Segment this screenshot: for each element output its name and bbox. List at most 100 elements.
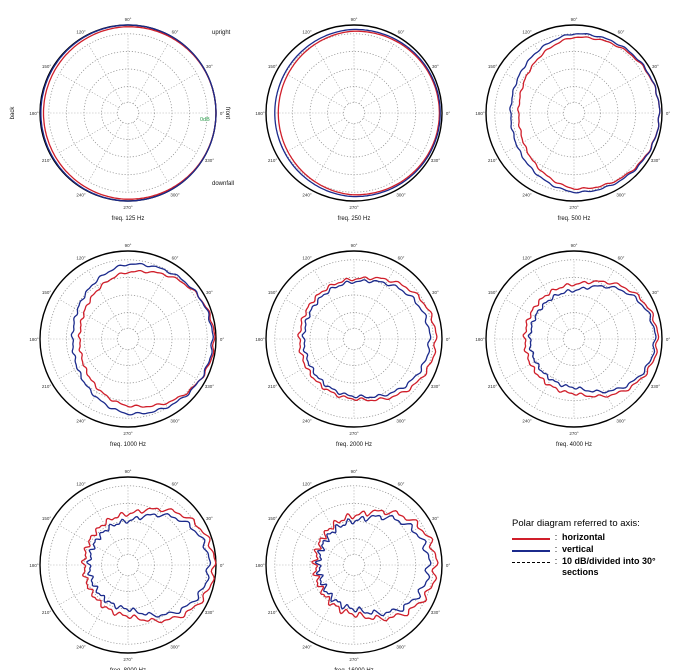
plot-caption: freq. 125 Hz: [112, 216, 145, 222]
grid-spoke: [505, 299, 566, 334]
grid-spoke: [534, 121, 569, 182]
series-vertical: [40, 24, 217, 202]
grid-ring: [494, 259, 654, 419]
first-plot-labels: upright downfall back front 0dB: [10, 30, 234, 187]
angle-label: 0°: [220, 111, 225, 116]
grid-ring: [48, 259, 208, 419]
angle-label: 0°: [220, 563, 225, 568]
grid-spoke: [136, 344, 197, 379]
grid-ring: [48, 485, 208, 645]
angle-label: 90°: [571, 17, 578, 22]
grid-spoke: [362, 344, 423, 379]
angle-label: 330°: [431, 610, 441, 615]
angle-label: 240°: [76, 418, 86, 423]
angle-label: 60°: [398, 30, 405, 35]
angle-label: 270°: [349, 205, 359, 210]
label-downfall: downfall: [212, 181, 234, 187]
grid-spoke: [534, 347, 569, 408]
grid-spoke: [362, 570, 423, 605]
angle-label: 120°: [302, 256, 312, 261]
angle-label: 180°: [255, 111, 265, 116]
grid-spoke: [579, 44, 614, 105]
angle-label: 210°: [268, 384, 278, 389]
grid-ring: [274, 33, 434, 193]
label-back: back: [10, 106, 16, 120]
angle-label: 30°: [652, 290, 659, 295]
outer-ring: [265, 24, 443, 202]
angle-label: 30°: [432, 290, 439, 295]
grid-spoke: [136, 73, 197, 108]
grid-spoke: [133, 573, 168, 634]
angle-label: 210°: [42, 384, 52, 389]
angle-label: 180°: [475, 111, 485, 116]
grid-spoke: [88, 270, 123, 331]
grid-ring: [343, 102, 365, 124]
legend-label-vertical: vertical: [562, 544, 594, 554]
grid-spoke: [136, 525, 197, 560]
angle-label: 150°: [42, 290, 52, 295]
angle-label: 60°: [172, 482, 179, 487]
angle-label: 30°: [432, 64, 439, 69]
grid-spoke: [582, 299, 643, 334]
angle-label: 60°: [398, 482, 405, 487]
angle-label: 60°: [172, 30, 179, 35]
grid-spoke: [359, 44, 394, 105]
outer-ring: [485, 250, 663, 428]
grid-spoke: [579, 347, 614, 408]
legend-swatch-vertical: [512, 550, 550, 552]
grid-ring: [83, 520, 173, 610]
angle-label: 300°: [396, 192, 406, 197]
polar-plot-5: 0° 30° 60° 90° 120° 150° 180° 210° 240° 270° 300° 3…: [475, 243, 670, 448]
grid-spoke: [59, 525, 120, 560]
angle-label: 180°: [255, 337, 265, 342]
series-vertical: [70, 262, 214, 416]
angle-label: 150°: [488, 290, 498, 295]
grid-ring: [292, 277, 416, 401]
angle-label: 120°: [76, 30, 86, 35]
grid-spoke: [59, 344, 120, 379]
grid-ring: [274, 259, 434, 419]
plot-caption: freq. 250 Hz: [338, 216, 371, 222]
outer-ring: [485, 24, 663, 202]
angle-label: 0°: [446, 563, 451, 568]
angle-label: 150°: [268, 516, 278, 521]
grid-ring: [117, 554, 139, 576]
angle-label: 270°: [123, 431, 133, 436]
grid-spoke: [88, 44, 123, 105]
angle-label: 240°: [522, 192, 532, 197]
polar-plot-7: 0° 30° 60° 90° 120° 150° 180° 210° 240° 270° 300° 3…: [255, 469, 450, 670]
angle-label: 240°: [76, 192, 86, 197]
polar-plot-2: 0° 30° 60° 90° 120° 150° 180° 210° 240° 270° 300° 3…: [475, 17, 670, 222]
angle-label: 60°: [618, 30, 625, 35]
angle-label: 150°: [42, 516, 52, 521]
angle-label: 120°: [302, 30, 312, 35]
series-horizontal: [522, 280, 660, 398]
angle-label: 270°: [569, 431, 579, 436]
grid-ring: [327, 538, 381, 592]
label-upright: upright: [212, 30, 231, 36]
outer-ring: [39, 476, 217, 654]
angle-label: 0°: [666, 337, 671, 342]
polar-plot-4: 0° 30° 60° 90° 120° 150° 180° 210° 240° 270° 300° 3…: [255, 243, 450, 448]
legend-swatch-grid: [512, 562, 550, 563]
grid-ring: [309, 68, 399, 158]
grid-spoke: [359, 496, 394, 557]
angle-label: 150°: [268, 290, 278, 295]
grid-spoke: [362, 73, 423, 108]
grid-spoke: [362, 299, 423, 334]
legend-swatch-horizontal: [512, 538, 550, 540]
grid-ring: [101, 538, 155, 592]
grid-ring: [83, 68, 173, 158]
series-horizontal: [42, 26, 217, 200]
angle-label: 180°: [29, 563, 39, 568]
angle-label: 150°: [488, 64, 498, 69]
plot-caption: freq. 2000 Hz: [336, 442, 372, 448]
series-vertical: [509, 33, 661, 194]
angle-label: 270°: [349, 657, 359, 662]
grid-ring: [66, 51, 190, 175]
angle-label: 180°: [475, 337, 485, 342]
polar-plot-6: 0° 30° 60° 90° 120° 150° 180° 210° 240° 270° 300° 3…: [29, 469, 224, 670]
grid-ring: [101, 312, 155, 366]
grid-spoke: [359, 121, 394, 182]
grid-spoke: [359, 573, 394, 634]
